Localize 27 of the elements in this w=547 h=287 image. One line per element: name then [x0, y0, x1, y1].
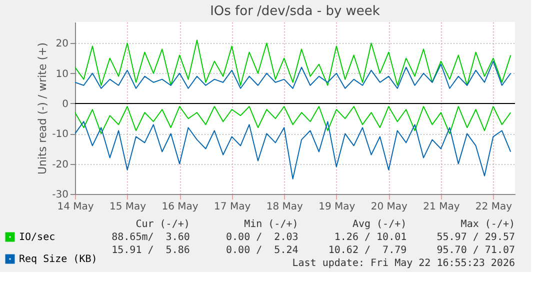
x-tick-label: 19 May — [318, 202, 356, 212]
legend-label: Req Size (KB) — [19, 254, 98, 265]
y-tick-label: -20 — [52, 159, 68, 170]
x-tick-label: 22 May — [475, 202, 512, 212]
x-tick-label: 20 May — [370, 202, 408, 212]
y-tick-label: 20 — [56, 38, 68, 50]
line-series — [75, 60, 512, 89]
x-tick-label: 21 May — [423, 202, 460, 212]
x-tick-label: 18 May — [266, 202, 303, 212]
line-series — [75, 106, 512, 134]
text: Cur (-/+) Min (-/+) Avg (-/+) Max (-/+) — [136, 219, 515, 230]
y-tick-label: 10 — [56, 68, 68, 80]
x-tick-label: 15 May — [109, 202, 146, 212]
line-series — [75, 40, 512, 86]
text: Last update: Fri May 22 16:55:23 2026 — [292, 258, 515, 269]
chart-title: IOs for /dev/sda - by week — [210, 4, 380, 19]
x-tick-label: 14 May — [57, 202, 94, 212]
text: 15.91 / 5.86 0.00 / 5.24 10.62 / 7.79 95.70 / 71.07 — [112, 245, 515, 256]
y-tick-label: -10 — [52, 129, 68, 140]
x-tick-label: 17 May — [214, 202, 251, 212]
x-tick-label: 16 May — [162, 202, 198, 212]
text: 88.65m/ 3.60 0.00 / 2.03 1.26 / 10.01 55.97 / 29.57 — [112, 232, 515, 243]
line-series — [75, 121, 512, 180]
y-tick-label: 0 — [62, 98, 68, 110]
y-tick-label: -30 — [52, 190, 68, 200]
y-axis-title: Units read (-) / write (+) — [36, 42, 50, 175]
legend-label: IO/sec — [19, 232, 56, 243]
